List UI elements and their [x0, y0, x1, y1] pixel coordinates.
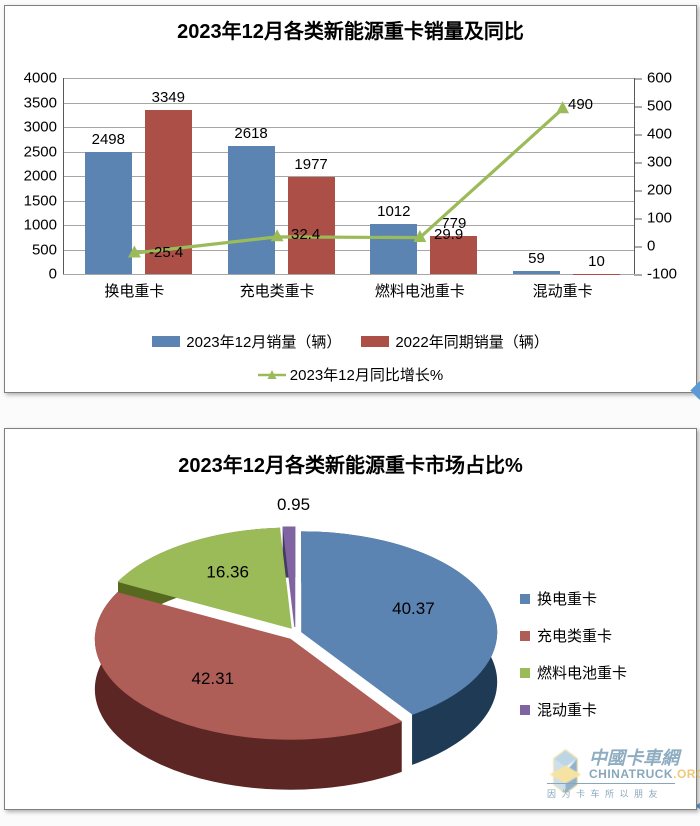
svg-text:42.31: 42.31 [192, 669, 235, 688]
svg-text:16.36: 16.36 [206, 563, 249, 582]
svg-text:40.37: 40.37 [392, 599, 435, 618]
svg-text:0.95: 0.95 [277, 495, 310, 514]
